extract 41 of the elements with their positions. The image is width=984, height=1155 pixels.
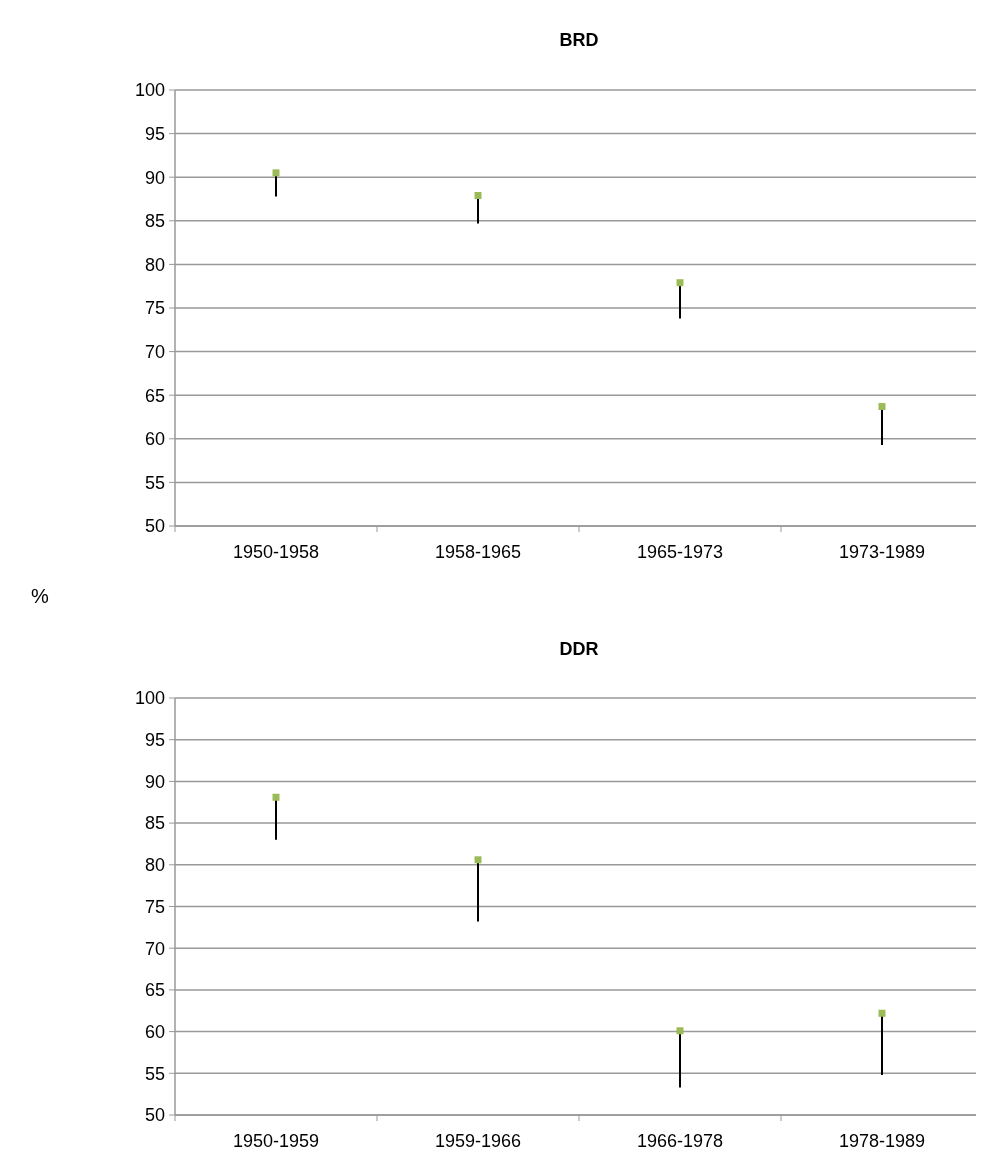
y-tick-label: 75 <box>144 896 165 917</box>
x-tick-label: 1959-1966 <box>434 1131 522 1151</box>
y-axis-title: % <box>31 584 50 607</box>
x-tick-label: 1965-1973 <box>636 542 724 562</box>
point <box>272 169 280 177</box>
y-tick-label: 70 <box>144 938 165 959</box>
point <box>474 856 482 864</box>
x-tick-label: 1950-1958 <box>232 542 320 562</box>
y-tick-label: 80 <box>144 855 165 876</box>
y-tick-label: 55 <box>144 472 165 493</box>
x-tick-label: 1958-1965 <box>434 542 522 562</box>
chart-title: DDR <box>559 639 599 659</box>
y-tick-label: 90 <box>144 167 165 188</box>
y-tick-label: 90 <box>144 771 165 792</box>
point <box>474 192 482 200</box>
y-tick-label: 95 <box>144 123 165 144</box>
point <box>878 1009 886 1017</box>
y-tick-label: 60 <box>144 1021 165 1042</box>
y-tick-label: 100 <box>134 80 165 101</box>
y-tick-label: 50 <box>144 516 165 537</box>
y-tick-label: 80 <box>144 254 165 275</box>
y-tick-label: 70 <box>144 341 165 362</box>
y-tick-label: 85 <box>144 813 165 834</box>
x-tick-label: 1950-1959 <box>232 1131 320 1151</box>
y-tick-label: 95 <box>144 730 165 750</box>
y-tick-label: 50 <box>144 1105 165 1126</box>
point <box>676 279 684 287</box>
y-tick-label: 75 <box>144 298 165 319</box>
chart-title: BRD <box>559 30 599 50</box>
y-tick-label: 100 <box>134 688 165 709</box>
point <box>272 793 280 801</box>
x-tick-label: 1973-1989 <box>838 542 926 562</box>
point <box>878 403 886 411</box>
x-tick-label: 1966-1978 <box>636 1131 724 1151</box>
y-tick-label: 65 <box>144 385 165 406</box>
y-tick-label: 60 <box>144 429 165 450</box>
y-tick-label: 85 <box>144 211 165 232</box>
y-tick-label: 65 <box>144 980 165 1001</box>
x-tick-label: 1978-1989 <box>838 1131 926 1151</box>
point <box>676 1027 684 1035</box>
y-tick-label: 55 <box>144 1063 165 1084</box>
